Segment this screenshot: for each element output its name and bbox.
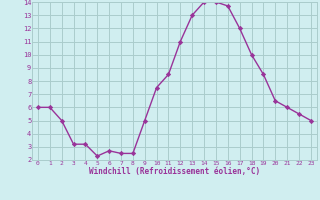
X-axis label: Windchill (Refroidissement éolien,°C): Windchill (Refroidissement éolien,°C) [89,167,260,176]
